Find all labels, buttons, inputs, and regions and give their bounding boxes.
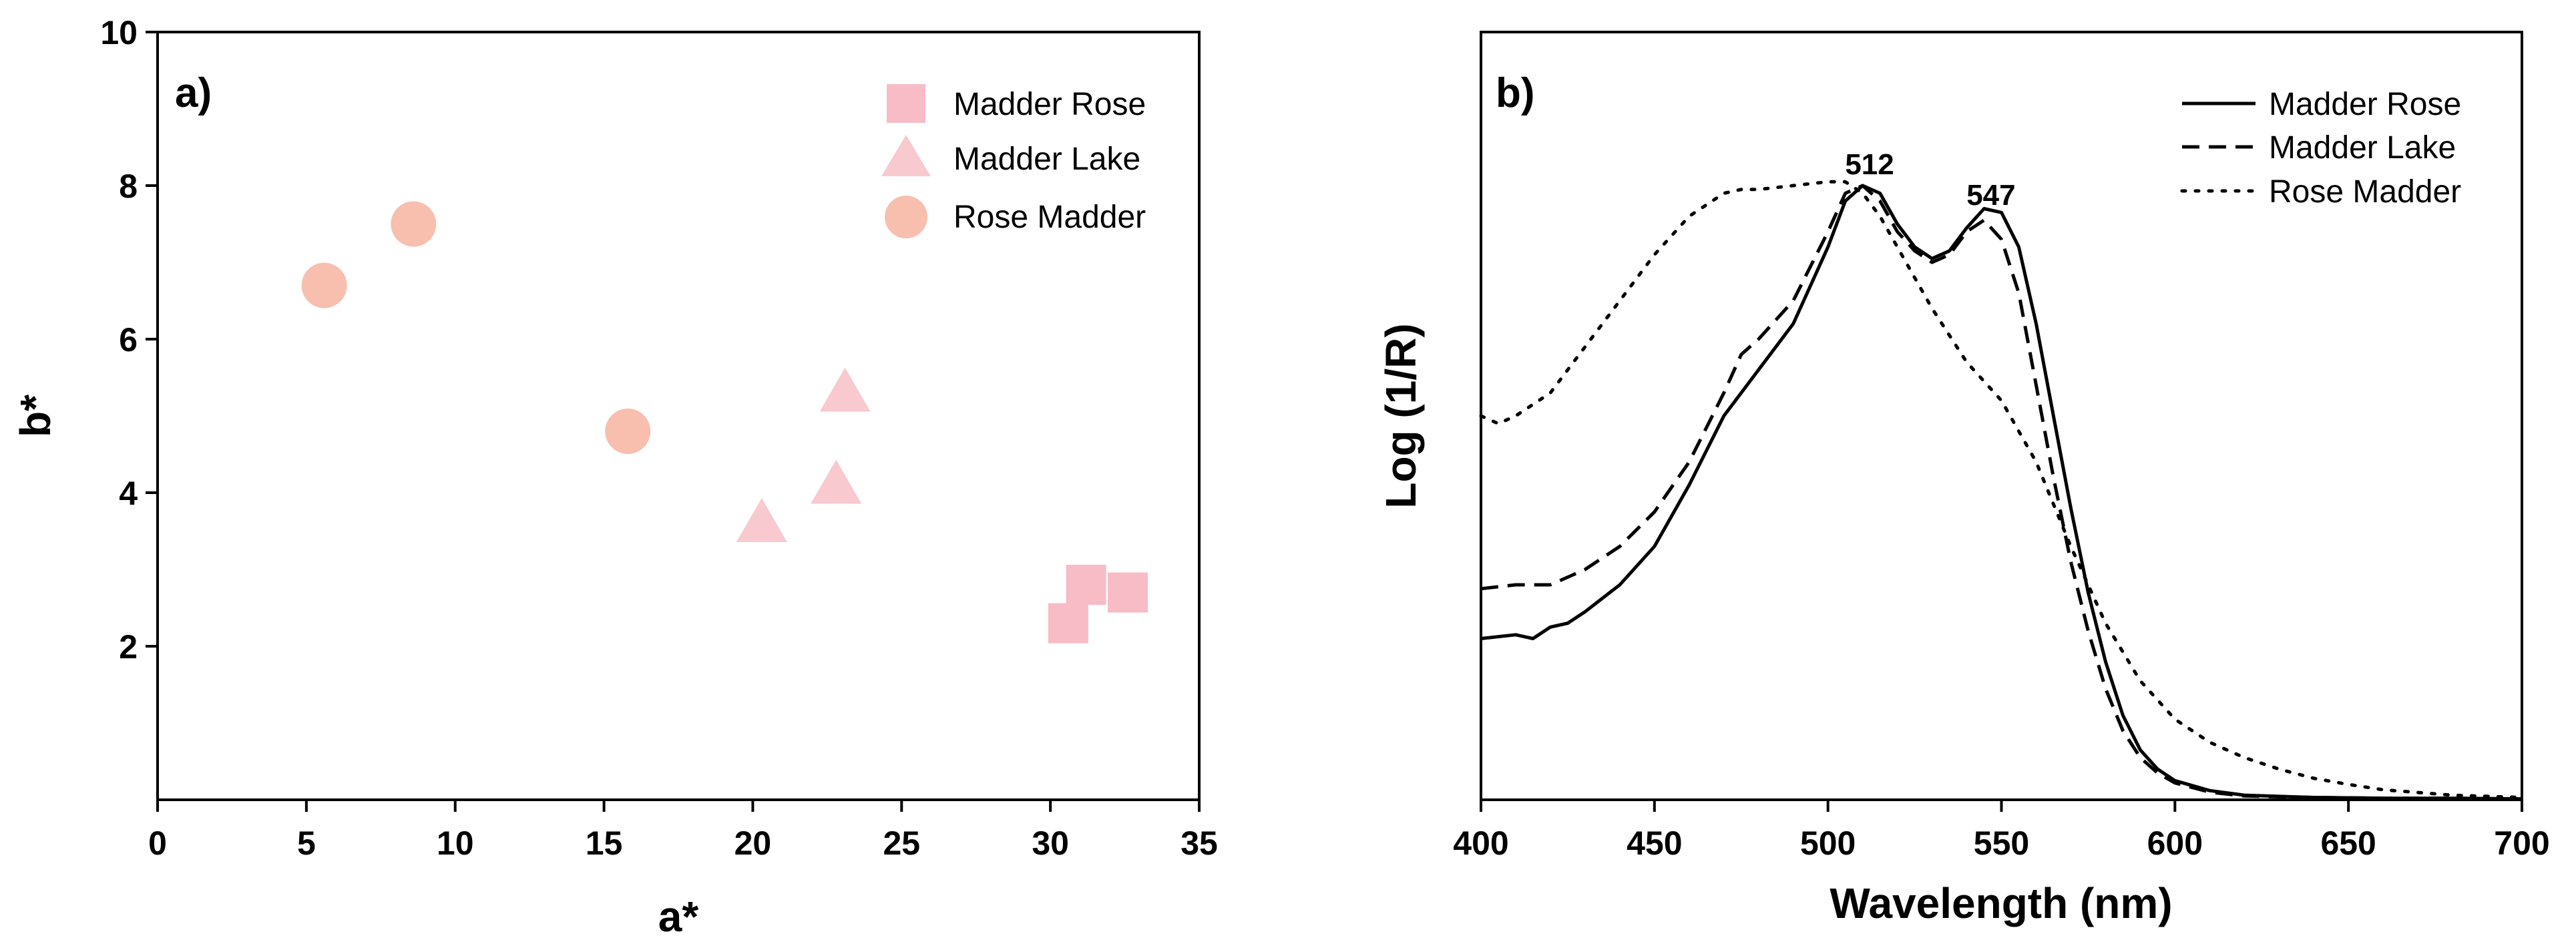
legend-label-madder-lake: Madder Lake (953, 142, 1140, 177)
panel-b-lines (1479, 180, 2524, 801)
panel-a-y-ticks: 2 4 6 8 10 (100, 14, 158, 666)
series-line-madder-rose (1480, 184, 2523, 801)
a-x-tick-label-1: 5 (297, 824, 316, 862)
legend-label-b-rose-madder: Rose Madder (2269, 174, 2461, 210)
b-x-tick-label-3: 550 (1974, 824, 2029, 862)
panel-b-line-chart: 400 450 500 550 600 650 700 512 547 b) Waveleng… (1377, 31, 2550, 927)
legend-label-rose-madder: Rose Madder (953, 200, 1146, 235)
legend-label-b-madder-lake: Madder Lake (2269, 130, 2456, 166)
series-line-rose-madder (1479, 180, 2524, 799)
rose-madder-point-2 (605, 409, 651, 454)
madder-rose-point-1 (1066, 565, 1106, 605)
a-x-tick-label-2: 10 (437, 824, 474, 862)
a-x-tick-label-3: 15 (586, 824, 623, 862)
panel-a-y-axis-title: b* (11, 395, 59, 437)
a-x-tick-label-6: 30 (1032, 824, 1069, 862)
legend-marker-madder-rose (887, 84, 925, 123)
panel-a-plot-frame (156, 31, 1201, 801)
a-x-tick-label-7: 35 (1180, 824, 1218, 862)
peak-label-547: 547 (1966, 179, 2015, 212)
a-y-tick-label-2: 6 (119, 321, 138, 359)
madder-lake-point-0 (736, 498, 787, 542)
panel-b-y-axis-title: Log (1/R) (1377, 323, 1425, 508)
a-y-tick-label-4: 10 (100, 14, 138, 51)
legend-marker-rose-madder (885, 196, 927, 238)
madder-rose-point-2 (1108, 572, 1148, 613)
a-x-tick-label-4: 20 (734, 824, 772, 862)
b-x-tick-label-1: 450 (1627, 824, 1682, 862)
legend-label-b-madder-rose: Madder Rose (2269, 87, 2461, 122)
rose-madder-point-1 (391, 201, 437, 247)
legend-label-madder-rose: Madder Rose (953, 87, 1146, 122)
b-x-tick-label-5: 650 (2320, 824, 2376, 862)
a-y-tick-label-0: 2 (119, 628, 138, 666)
b-x-tick-label-0: 400 (1453, 824, 1508, 862)
madder-lake-point-1 (811, 459, 862, 504)
legend-marker-madder-lake (881, 135, 931, 176)
series-line-madder-lake (1480, 184, 2523, 801)
peak-label-512: 512 (1845, 148, 1894, 181)
panel-b-x-axis-title: Wavelength (nm) (1830, 879, 2172, 927)
a-x-tick-label-0: 0 (148, 824, 167, 862)
madder-lake-point-2 (819, 367, 871, 412)
panel-b-label: b) (1496, 70, 1535, 116)
b-x-tick-label-4: 600 (2147, 824, 2203, 862)
panel-b-x-ticks: 400 450 500 550 600 650 700 (1453, 800, 2550, 862)
panel-a-scatter-chart: 0 5 10 15 20 25 30 35 2 4 6 8 10 a) a* b* Madder Ro… (11, 14, 1218, 941)
panel-a-label: a) (175, 70, 212, 116)
panel-a-legend: Madder Rose Madder Lake Rose Madder (881, 84, 1146, 238)
panel-a-x-axis-title: a* (658, 893, 699, 941)
b-x-tick-label-6: 700 (2494, 824, 2549, 862)
panel-a-points (301, 201, 1148, 644)
panel-a-x-ticks: 0 5 10 15 20 25 30 35 (148, 800, 1218, 862)
panel-b-legend: Madder Rose Madder Lake Rose Madder (2180, 87, 2461, 210)
panel-b-peak-annotations: 512 547 (1845, 148, 2015, 212)
a-y-tick-label-1: 4 (119, 475, 138, 512)
rose-madder-point-0 (301, 262, 347, 308)
madder-rose-point-0 (1048, 603, 1088, 644)
a-y-tick-label-3: 8 (119, 168, 138, 205)
b-x-tick-label-2: 500 (1800, 824, 1856, 862)
a-x-tick-label-5: 25 (883, 824, 920, 862)
